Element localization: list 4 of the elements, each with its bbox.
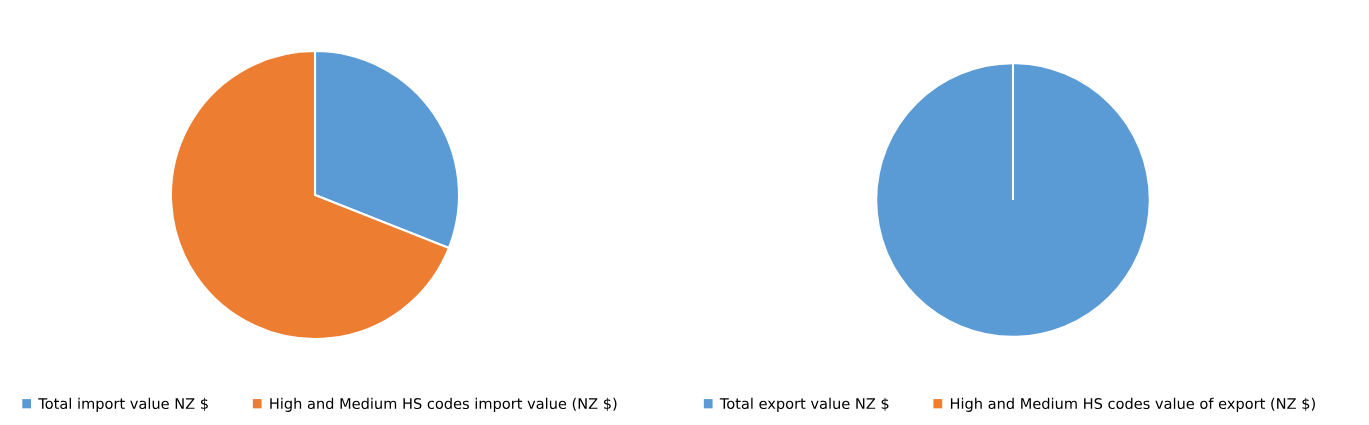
- legend-label: Total export value NZ $: [719, 397, 889, 412]
- legend-label: High and Medium HS codes value of export (NZ $): [950, 397, 1315, 412]
- legend-label: Total import value NZ $: [38, 397, 208, 412]
- legend-label: High and Medium HS codes import value (NZ $): [270, 397, 617, 412]
